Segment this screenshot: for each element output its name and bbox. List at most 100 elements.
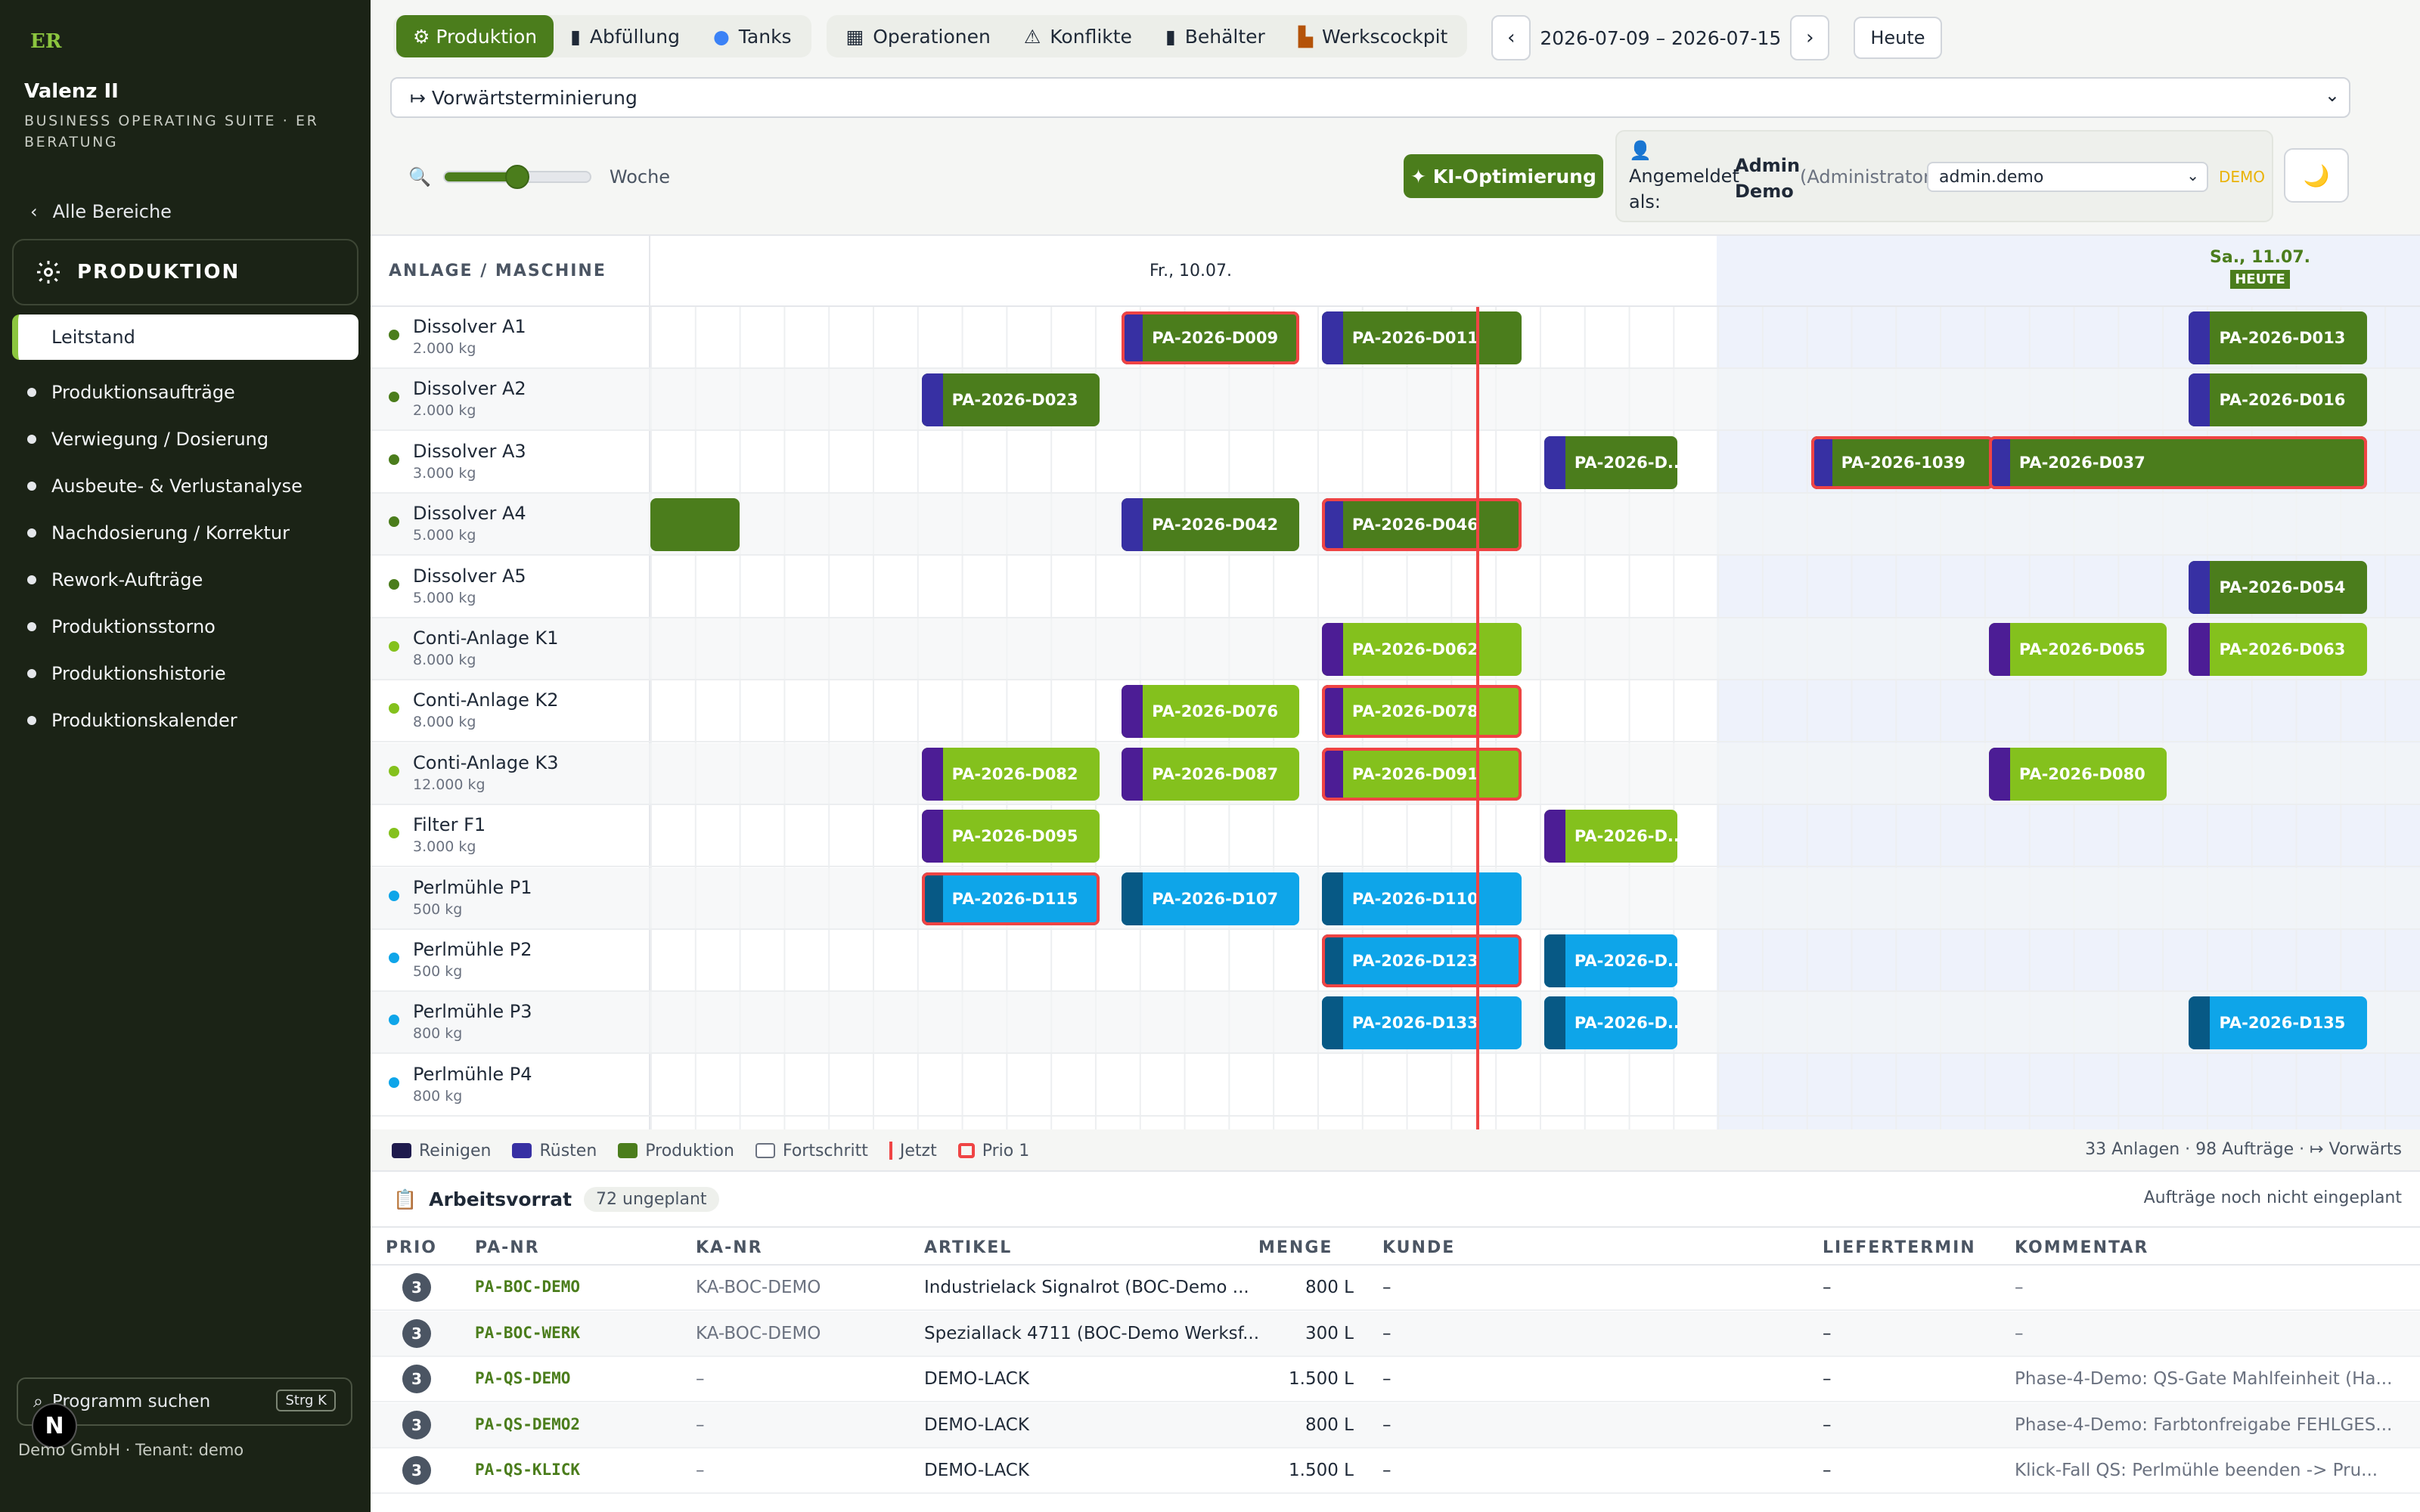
order-bar[interactable]: PA-2026-D013 — [2189, 311, 2367, 364]
order-bar[interactable]: PA-2026-D023 — [921, 373, 1100, 427]
program-search[interactable]: ⌕ Programm suchen Strg K — [17, 1377, 352, 1426]
sidebar-item[interactable]: Verwiegung / Dosierung — [27, 416, 302, 463]
today-button[interactable]: Heute — [1854, 17, 1942, 59]
cell-ka: KA-BOC-DEMO — [696, 1278, 821, 1297]
order-bar[interactable]: PA-2026-1039 — [1810, 435, 1993, 489]
gantt-row[interactable]: Dissolver A3 3.000 kg — [371, 432, 2420, 494]
order-label: PA-2026-D076 — [1152, 702, 1279, 721]
order-bar[interactable]: PA-2026-D037 — [1988, 435, 2367, 489]
assistant-badge[interactable]: N — [32, 1403, 77, 1448]
tab-operationen[interactable]: ▦ Operationen — [830, 15, 1007, 57]
sidebar-item[interactable]: Nachdosierung / Korrektur — [27, 510, 302, 556]
gantt-row[interactable]: Conti-Anlage K2 8.000 kg — [371, 680, 2420, 743]
table-row[interactable]: 3 PA-BOC-DEMO 800 L KA-BOC-DEMO Industrielac… — [371, 1266, 2420, 1311]
order-bar[interactable]: PA-2026-D009 — [1122, 311, 1300, 364]
order-bar[interactable]: PA-2026-D107 — [1122, 872, 1300, 925]
zoom-slider-handle[interactable] — [504, 165, 529, 189]
sidebar-item[interactable]: Ausbeute- & Verlustanalyse — [27, 463, 302, 510]
col-kunde[interactable]: KUNDE — [1382, 1238, 1456, 1257]
sidebar-item[interactable]: Produktionsaufträge — [27, 369, 302, 416]
sidebar-item[interactable]: Produktionskalender — [27, 697, 302, 744]
order-bar[interactable]: PA-2026-D082 — [921, 747, 1100, 801]
col-kommentar[interactable]: KOMMENTAR — [2015, 1238, 2149, 1257]
tab-produktion[interactable]: ⚙ Produktion — [396, 15, 554, 57]
gantt-row[interactable]: Dissolver A2 2.000 kg — [371, 369, 2420, 432]
table-row[interactable]: 3 PA-BOC-WERK 300 L KA-BOC-DEMO Speziallack … — [371, 1311, 2420, 1357]
order-bar[interactable]: PA-2026-D063 — [2189, 623, 2367, 676]
pa-number[interactable]: PA-BOC-DEMO — [475, 1278, 581, 1296]
col-ka-nr[interactable]: KA-NR — [696, 1238, 763, 1257]
table-row[interactable]: 3 PA-QS-KLICK 1.500 L – DEMO-LACK – – Klick-Fal… — [371, 1448, 2420, 1495]
order-bar[interactable]: PA-2026-D... — [1544, 435, 1678, 489]
order-bar[interactable]: PA-2026-D... — [1544, 810, 1678, 863]
tab-tanks[interactable]: ● Tanks — [697, 15, 808, 57]
order-bar[interactable]: PA-2026-D095 — [921, 810, 1100, 863]
order-bar[interactable]: PA-2026-D054 — [2189, 560, 2367, 614]
gantt-row[interactable]: Perlmühle P2 500 kg — [371, 930, 2420, 992]
setup-segment — [1321, 934, 1343, 987]
user-select[interactable]: admin.demo ⌄ — [1927, 162, 2208, 192]
prev-week-button[interactable]: ‹ — [1491, 15, 1531, 60]
cell-termin: – — [1823, 1369, 1832, 1390]
order-bar[interactable]: PA-2026-D... — [1544, 934, 1678, 987]
sidebar-item[interactable]: Produktionshistorie — [27, 650, 302, 697]
order-bar[interactable]: PA-2026-D016 — [2189, 373, 2367, 427]
order-bar[interactable]: PA-2026-D135 — [2189, 996, 2367, 1050]
next-week-button[interactable]: › — [1790, 15, 1830, 60]
tab-behaelter[interactable]: ▮ Behälter — [1149, 15, 1282, 57]
order-bar[interactable]: PA-2026-D062 — [1321, 623, 1522, 676]
status-dot — [389, 392, 399, 403]
gantt-row[interactable]: Perlmühle P4 800 kg — [371, 1055, 2420, 1117]
order-bar[interactable]: PA-2026-D115 — [921, 872, 1100, 925]
table-row[interactable]: 3 PA-QS-DEMO 1.500 L – DEMO-LACK – – Phase-4-De… — [371, 1357, 2420, 1403]
order-bar[interactable]: PA-2026-D091 — [1321, 747, 1522, 801]
sidebar-item-label: Produktionsstorno — [51, 616, 216, 637]
order-bar[interactable]: PA-2026-D080 — [1988, 747, 2167, 801]
tab-konflikte[interactable]: ⚠ Konflikte — [1007, 15, 1149, 57]
order-bar[interactable]: PA-2026-D087 — [1122, 747, 1300, 801]
order-bar[interactable]: PA-2026-D046 — [1321, 498, 1522, 552]
pa-number[interactable]: PA-BOC-WERK — [475, 1323, 581, 1342]
col-liefertermin[interactable]: LIEFERTERMIN — [1823, 1238, 1976, 1257]
order-bar[interactable]: PA-2026-D065 — [1988, 623, 2167, 676]
order-bar[interactable]: PA-2026-D076 — [1122, 685, 1300, 739]
order-bar[interactable]: PA-2026-D042 — [1122, 498, 1300, 552]
zoom-slider[interactable] — [442, 165, 591, 189]
pa-number[interactable]: PA-QS-KLICK — [475, 1461, 581, 1479]
tab-label: Konflikte — [1050, 25, 1132, 48]
col-artikel[interactable]: ARTIKEL — [924, 1238, 1013, 1257]
pa-number[interactable]: PA-QS-DEMO — [475, 1369, 571, 1388]
order-bar[interactable]: PA-2026-D110 — [1321, 872, 1522, 925]
order-bar[interactable]: PA-2026-D123 — [1321, 934, 1522, 987]
setup-segment — [921, 810, 943, 863]
table-row[interactable]: 3 PA-QS-DEMO2 800 L – DEMO-LACK – – Phase-4-Dem… — [371, 1402, 2420, 1448]
tab-werkscockpit[interactable]: ▙ Werkscockpit — [1282, 15, 1465, 57]
order-bar[interactable]: PA-2026-D078 — [1321, 685, 1522, 739]
sidebar-item[interactable]: Produktionsstorno — [27, 603, 302, 650]
gantt-row[interactable]: Dissolver A1 2.000 kg — [371, 307, 2420, 369]
tab-label: Werkscockpit — [1322, 25, 1448, 48]
status-dot — [389, 1015, 399, 1026]
col-menge[interactable]: MENGE — [1258, 1238, 1333, 1257]
scheduling-mode-select[interactable]: ↦ Vorwärtsterminierung ⌄ — [390, 77, 2350, 118]
status-dot — [389, 703, 399, 714]
order-bar[interactable]: PA-2026-D... — [1544, 996, 1678, 1050]
cell-artikel: Industrielack Signalrot (BOC-Demo ... — [924, 1278, 1249, 1297]
gantt-row[interactable]: Dissolver A5 5.000 kg — [371, 556, 2420, 618]
col-prio[interactable]: PRIO — [386, 1238, 437, 1257]
back-to-all-areas[interactable]: ‹ Alle Bereiche — [30, 201, 172, 222]
order-bar[interactable] — [650, 498, 740, 552]
ki-optimize-button[interactable]: ✦ KI-Optimierung — [1404, 154, 1603, 198]
setup-segment — [1321, 872, 1343, 925]
sidebar-item-leitstand[interactable]: Leitstand — [12, 314, 358, 360]
sidebar-item[interactable]: Rework-Aufträge — [27, 556, 302, 603]
section-header[interactable]: PRODUKTION — [12, 239, 358, 305]
tab-abfuellung[interactable]: ▮ Abfüllung — [554, 15, 697, 57]
order-bar[interactable]: PA-2026-D133 — [1321, 996, 1522, 1050]
theme-toggle-button[interactable]: 🌙 — [2284, 148, 2349, 203]
setup-segment — [1122, 747, 1143, 801]
gantt-row[interactable]: Filter F1 3.000 kg — [371, 805, 2420, 868]
col-pa-nr[interactable]: PA-NR — [475, 1238, 540, 1257]
order-bar[interactable]: PA-2026-D011 — [1321, 311, 1522, 364]
pa-number[interactable]: PA-QS-DEMO2 — [475, 1414, 581, 1433]
